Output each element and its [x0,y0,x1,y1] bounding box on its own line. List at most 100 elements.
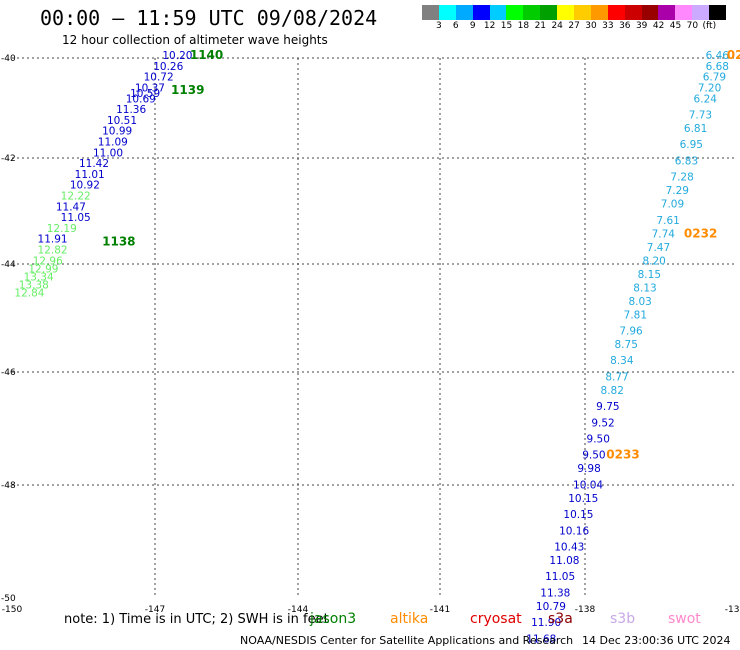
wave-height-label: 11.38 [540,587,570,599]
y-axis-label: -48 [1,481,16,491]
wave-height-label: 7.74 [652,228,676,240]
wave-height-label: 11.68 [526,633,556,645]
page-subtitle: 12 hour collection of altimeter wave hei… [62,33,328,47]
wave-height-label: 8.75 [615,339,638,351]
y-axis-label: -40 [1,54,16,64]
legend-label: 18 [517,21,530,31]
legend-swatch [709,5,727,20]
wave-height-label: 9.75 [596,401,619,413]
legend-label: 15 [500,21,513,31]
time-label: 0231 [727,48,740,62]
y-axis-label: -50 [1,594,16,604]
wave-height-label: 11.91 [38,234,68,246]
legend-label: 45 [669,21,682,31]
wave-height-label: 7.09 [661,199,684,211]
legend-swatch [455,5,473,20]
wave-height-label: 10.99 [102,126,132,138]
legend-swatch [675,5,693,20]
wave-height-label: 12.99 [28,263,58,275]
legend-label: 27 [568,21,580,31]
legend-swatch [590,5,608,20]
wave-height-label: 13.38 [19,280,49,292]
wave-height-label: 7.29 [666,185,689,197]
wave-height-label: 6.68 [706,61,729,73]
legend-swatch [506,5,524,20]
legend-label: 70 [686,21,699,31]
legend-label: 9 [469,21,476,31]
satellite-name: jason3 [310,611,357,627]
wave-height-label: 11.47 [56,201,86,213]
wave-height-label: 10.51 [107,115,137,127]
legend-swatch [624,5,642,20]
legend-swatch [574,5,591,20]
legend-swatch [692,5,710,20]
satellite-name: swot [668,611,701,627]
y-axis-label: -46 [1,368,16,378]
wave-height-label: 6.83 [675,155,698,167]
y-axis-label: -42 [1,154,16,164]
legend-swatch [523,5,541,20]
timestamp-text: 14 Dec 23:00:36 UTC 2024 [582,634,731,647]
wave-height-label: 10.37 [135,82,165,94]
wave-height-label: 11.09 [98,136,128,148]
wave-height-label: 10.69 [126,93,156,105]
satellite-name: altika [390,611,429,627]
color-legend-labels: 3 6 9 12 15 18 21 24 27 30 33 36 39 42 45 70 (ft) [422,21,740,33]
legend-label: 42 [652,21,665,31]
wave-height-label: 11.05 [61,212,91,224]
wave-height-label: 11.36 [116,104,146,116]
wave-height-label: 13.34 [24,271,54,283]
wave-height-label: 6.46 [706,50,730,62]
wave-height-label: 11.42 [79,158,109,170]
time-label: 1139 [171,83,204,97]
note-text: note: 1) Time is in UTC; 2) SWH is in fe… [64,612,329,627]
satellite-name: s3b [610,611,636,627]
wave-height-label: 12.84 [14,288,44,300]
wave-height-label: 7.61 [656,215,679,227]
legend-swatch [472,5,490,20]
wave-height-label: 7.20 [698,82,721,94]
legend-swatch [422,5,439,20]
legend-swatch [641,5,659,20]
time-label: 1138 [102,234,135,248]
wave-height-label: 6.81 [684,123,707,135]
legend-label: (ft) [702,21,717,31]
wave-height-label: 11.05 [545,571,575,583]
page-title: 00:00 – 11:59 UTC 09/08/2024 [40,6,378,30]
wave-height-label: 9.98 [577,463,600,475]
legend-swatch [438,5,456,20]
wave-height-label: 10.15 [563,509,593,521]
wave-height-label: 8.82 [601,385,624,397]
wave-height-label: 10.72 [144,72,174,84]
wave-height-label: 12.22 [61,190,91,202]
wave-height-label: 7.28 [670,172,693,184]
wave-height-label: 10.15 [568,493,598,505]
wave-height-label: 10.43 [554,541,584,553]
wave-height-label: 11.00 [93,147,123,159]
time-label: 0233 [606,448,639,462]
x-axis-label: -147 [145,605,165,615]
wave-height-label: 8.03 [628,296,651,308]
time-label: 0232 [684,226,717,240]
wave-height-label: 7.73 [689,109,712,121]
wave-height-label: 10.26 [153,61,183,73]
wave-height-label: 10.59 [130,88,160,100]
wave-height-label: 9.50 [587,433,610,445]
legend-label: 30 [585,21,597,31]
legend-swatch [658,5,676,20]
legend-swatch [489,5,507,20]
wave-height-label: 9.50 [582,450,605,462]
wave-height-label: 10.92 [70,180,100,192]
legend-swatch [540,5,558,20]
wave-height-label: 12.19 [47,223,77,235]
x-axis-label: -144 [288,605,309,615]
wave-height-label: 12.82 [38,244,68,256]
wave-height-label: 8.77 [605,371,628,383]
wave-height-label: 10.79 [536,601,566,613]
satellite-name: cryosat [470,611,522,627]
x-axis-label: -138 [575,605,596,615]
x-axis-label: -135 [725,605,740,615]
legend-label: 24 [551,21,563,31]
wave-height-label: 6.24 [694,93,718,105]
